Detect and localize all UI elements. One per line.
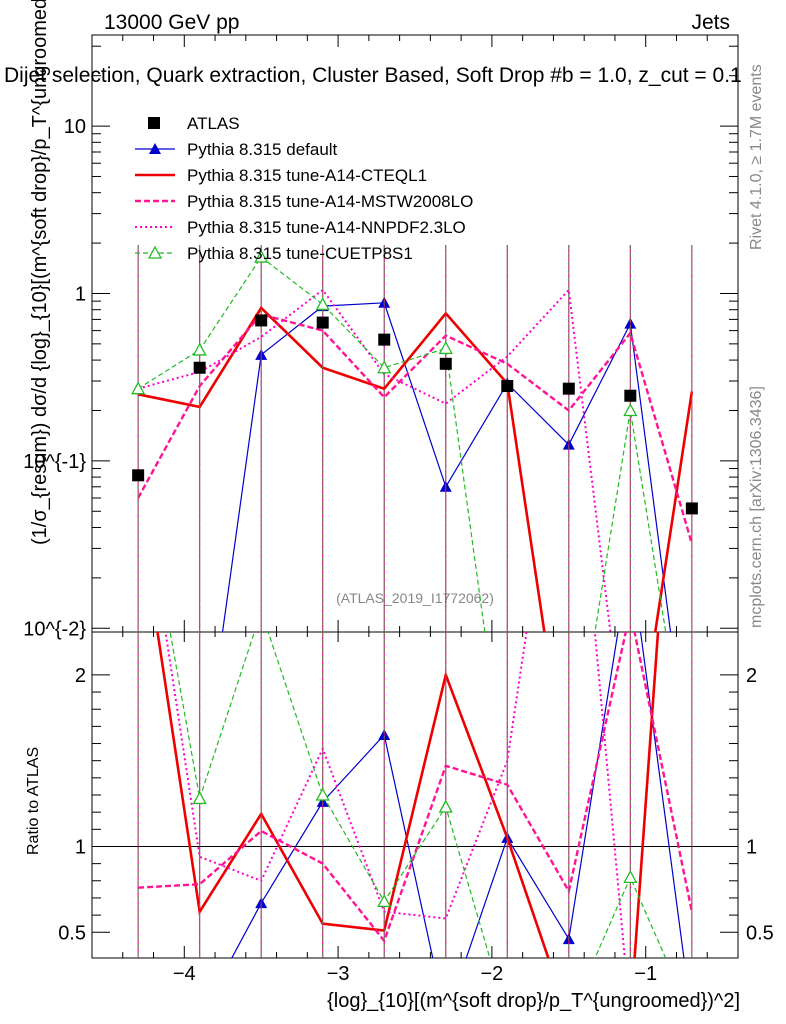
ratio-series-marker — [194, 1012, 206, 1023]
atlas-data-point — [316, 316, 329, 329]
ratio-series-marker — [440, 1012, 452, 1023]
ratio-tick-label-right: 0.5 — [746, 922, 774, 944]
ratio-panel-frame — [91, 631, 739, 959]
x-axis-label: {log}_{10}[(m^{soft drop}/p_T^{ungroomed… — [327, 990, 740, 1012]
main-series-marker — [192, 342, 207, 356]
legend-marker — [148, 117, 160, 129]
legend-label: ATLAS — [187, 114, 240, 133]
ratio-series-line — [156, 632, 660, 958]
main-series-marker — [315, 297, 330, 311]
y-tick-label: 10^{-1} — [23, 451, 86, 473]
ratio-tick-label: 2 — [75, 665, 86, 687]
analysis-watermark: (ATLAS_2019_I1772062) — [336, 590, 494, 606]
atlas-data-point — [255, 314, 268, 327]
x-tick-label: −4 — [173, 963, 196, 985]
ratio-series-marker — [563, 1012, 575, 1023]
legend-label: Pythia 8.315 default — [187, 140, 338, 159]
legend-marker — [147, 245, 163, 259]
ratio-series-marker — [686, 1012, 698, 1023]
main-series-marker — [131, 381, 146, 395]
main-y-axis-label: (1/σ_{resum}) dσ/d {log}_{10}[(m^{soft d… — [29, 0, 51, 545]
y-tick-label: 10 — [64, 116, 86, 138]
x-tick-label: −2 — [480, 963, 503, 985]
main-series-group — [131, 245, 698, 632]
ratio-series-marker — [192, 791, 207, 805]
ratio-tick-label: 0.5 — [58, 922, 86, 944]
main-series-line — [137, 313, 694, 545]
header-left: 13000 GeV pp — [104, 11, 239, 34]
y-tick-label: 10^{-2} — [23, 618, 86, 640]
atlas-data-point — [193, 361, 206, 374]
legend-marker — [149, 143, 161, 154]
atlas-data-point — [624, 389, 637, 402]
main-series-line — [137, 305, 694, 632]
atlas-data-point — [378, 333, 391, 346]
ratio-tick-label-right: 1 — [746, 836, 757, 858]
main-series-marker — [438, 341, 453, 355]
ratio-series-line — [169, 632, 667, 958]
ratio-series-marker — [315, 787, 330, 801]
ratio-series-marker — [623, 870, 638, 884]
legend-label: Pythia 8.315 tune-CUETP8S1 — [187, 244, 413, 263]
main-series-line — [221, 302, 672, 632]
legend-label: Pythia 8.315 tune-A14-MSTW2008LO — [187, 192, 473, 211]
mcplots-label: mcplots.cern.ch [arXiv:1306.3436] — [748, 386, 765, 628]
ratio-tick-label-right: 2 — [746, 665, 757, 687]
main-series-marker — [377, 360, 392, 374]
main-series-line — [137, 256, 667, 632]
ratio-series-marker — [438, 799, 453, 813]
x-tick-label: −1 — [634, 963, 657, 985]
header-right: Jets — [691, 11, 730, 34]
ratio-series-marker — [686, 1012, 698, 1023]
x-tick-label: −3 — [327, 963, 350, 985]
ratio-series-marker — [132, 1012, 144, 1023]
ratio-series-line — [164, 632, 626, 958]
ratio-series-marker — [377, 894, 392, 908]
ratio-y-axis-label: Ratio to ATLAS — [25, 747, 42, 855]
rivet-label: Rivet 4.1.0, ≥ 1.7M events — [748, 64, 765, 250]
main-series-line — [137, 287, 612, 632]
y-tick-label: 1 — [75, 283, 86, 305]
atlas-data-point — [501, 380, 514, 393]
plot-title: Dijet selection, Quark extraction, Clust… — [4, 64, 742, 87]
ratio-tick-label: 1 — [75, 836, 86, 858]
main-series-marker — [254, 249, 269, 263]
atlas-data-point — [132, 469, 145, 482]
legend: ATLAS Pythia 8.315 default Pythia 8.315 tu… — [135, 114, 473, 263]
main-series-marker — [623, 403, 638, 417]
ratio-series-marker — [501, 1012, 513, 1023]
ratio-series-group — [132, 632, 698, 1023]
atlas-data-point — [685, 502, 698, 515]
ratio-series-line — [138, 632, 694, 944]
ratio-series-line — [231, 632, 685, 958]
legend-label: Pythia 8.315 tune-A14-CTEQL1 — [187, 166, 427, 185]
atlas-data-point — [562, 382, 575, 395]
legend-label: Pythia 8.315 tune-A14-NNPDF2.3LO — [187, 218, 466, 237]
atlas-data-point — [439, 357, 452, 370]
